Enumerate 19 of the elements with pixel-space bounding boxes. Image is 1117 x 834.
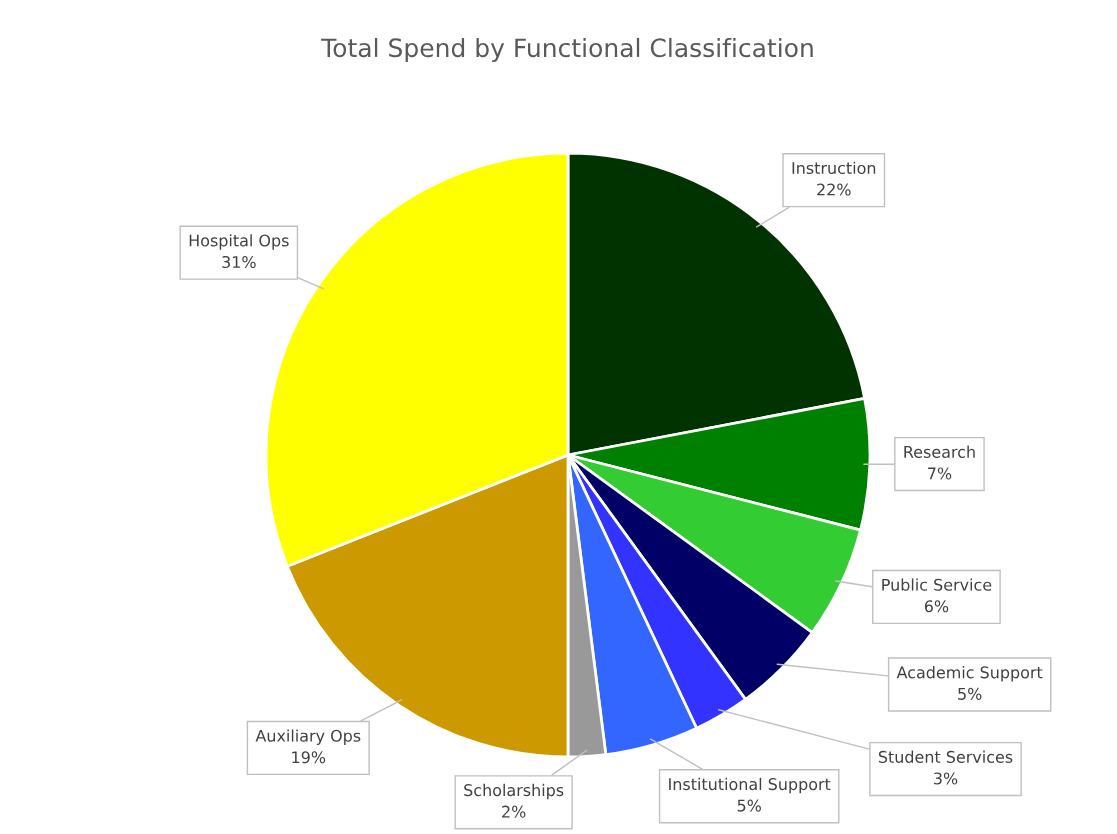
data-label: 3% [934, 772, 958, 785]
slice-label: Public Service [882, 578, 992, 591]
slice-label: Academic Support [896, 666, 1043, 682]
slice-label: Auxiliary Ops [255, 729, 361, 745]
data-label: 7% [928, 467, 952, 480]
data-label: 19% [292, 751, 326, 764]
slice-label: Instruction [792, 161, 876, 175]
slice-label: Scholarships [464, 783, 564, 800]
slice-label: Institutional Support [669, 777, 831, 794]
chart-title: Total Spend by Functional Classification [321, 37, 813, 63]
slice-label: Student Services [878, 750, 1013, 763]
slice-label: Hospital Ops [189, 234, 289, 250]
slice-label: Research [904, 445, 975, 458]
data-label: 2% [502, 805, 526, 818]
data-label: 31% [222, 255, 256, 269]
data-label: 22% [817, 183, 851, 196]
data-label: 5% [737, 799, 761, 812]
data-label: 6% [924, 600, 949, 613]
data-label: 5% [958, 687, 982, 700]
